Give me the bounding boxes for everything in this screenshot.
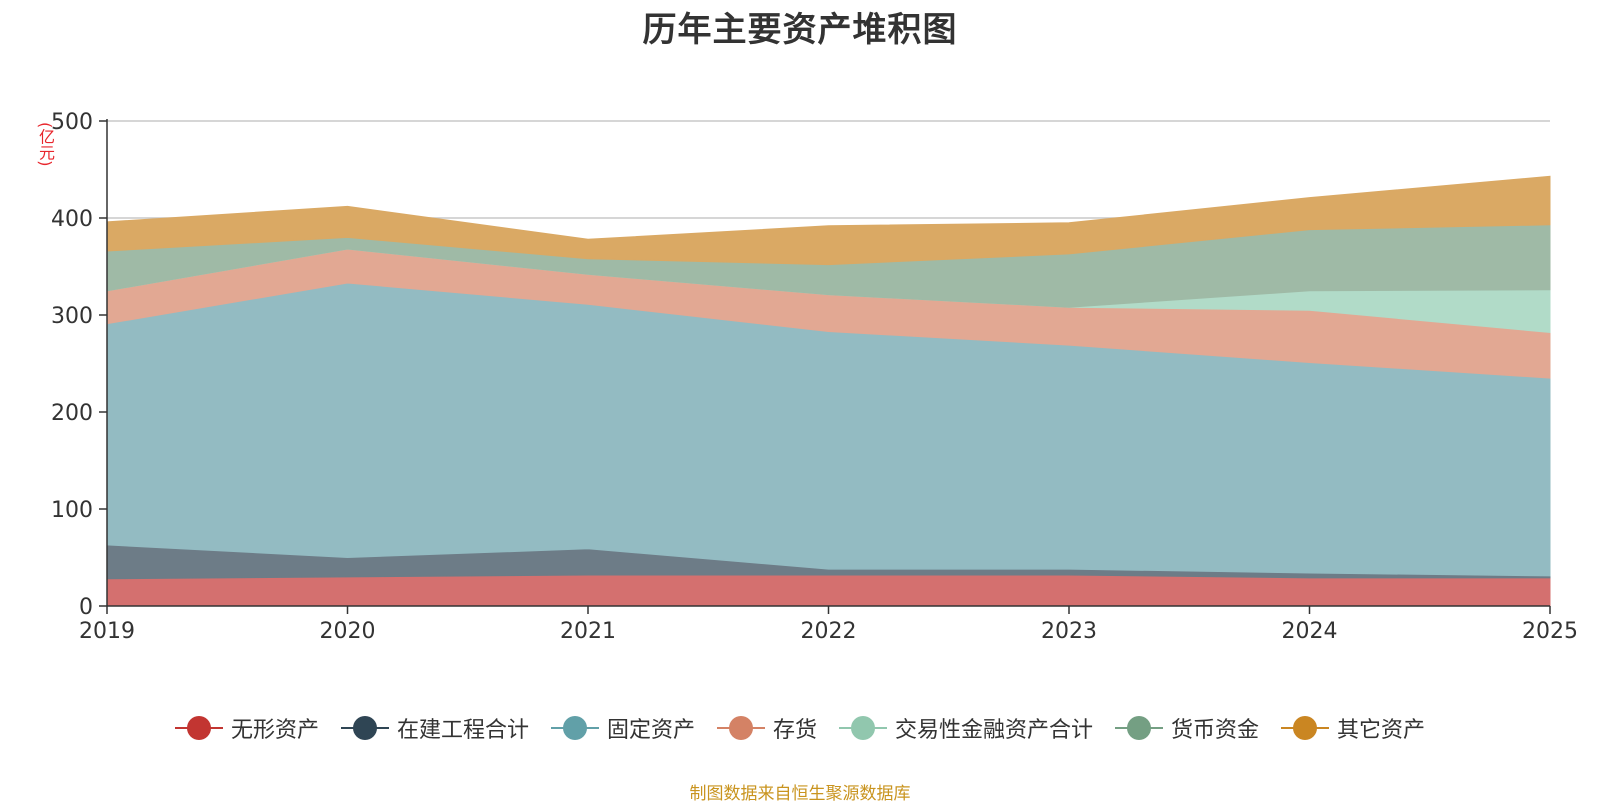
x-tick-label: 2024 bbox=[1282, 619, 1338, 644]
y-axis-unit-label: (亿元) bbox=[36, 122, 55, 167]
x-tick-label: 2022 bbox=[801, 619, 857, 644]
x-tick-label: 2021 bbox=[560, 619, 616, 644]
legend-marker-icon bbox=[1115, 716, 1164, 740]
legend-marker-icon bbox=[174, 716, 223, 740]
legend-item[interactable]: 其它资产 bbox=[1281, 712, 1425, 744]
legend-label: 在建工程合计 bbox=[396, 718, 529, 743]
legend-label: 交易性金融资产合计 bbox=[895, 718, 1094, 743]
legend-marker-icon bbox=[1281, 716, 1330, 740]
legend-marker-icon bbox=[550, 716, 599, 740]
legend: 无形资产 在建工程合计 固定资产 存货 交易性金融资产合计 货币资金 其它资产 bbox=[0, 712, 1600, 744]
legend-item[interactable]: 货币资金 bbox=[1115, 712, 1259, 744]
legend-label: 其它资产 bbox=[1337, 718, 1426, 743]
area-无形资产[interactable] bbox=[106, 574, 1551, 607]
x-tick-label: 2023 bbox=[1041, 619, 1097, 644]
y-tick-label: 0 bbox=[79, 595, 93, 620]
y-tick-label: 300 bbox=[51, 304, 93, 329]
legend-marker-icon bbox=[839, 716, 887, 740]
y-tick-label: 500 bbox=[51, 110, 93, 135]
source-note: 制图数据来自恒生聚源数据库 bbox=[689, 784, 911, 804]
legend-marker-icon bbox=[716, 716, 765, 740]
legend-marker-icon bbox=[340, 716, 389, 740]
legend-item[interactable]: 交易性金融资产合计 bbox=[839, 712, 1093, 744]
legend-label: 固定资产 bbox=[606, 718, 695, 743]
area-其它资产[interactable] bbox=[106, 175, 1551, 266]
x-tick-label: 2025 bbox=[1522, 619, 1578, 644]
x-tick-label: 2020 bbox=[320, 619, 376, 644]
y-tick-label: 100 bbox=[51, 498, 93, 523]
x-tick-label: 2019 bbox=[79, 619, 135, 644]
y-tick-label: 200 bbox=[51, 401, 93, 426]
legend-item[interactable]: 固定资产 bbox=[550, 712, 695, 744]
chart-title: 历年主要资产堆积图 bbox=[642, 10, 958, 50]
legend-label: 货币资金 bbox=[1171, 718, 1260, 743]
y-tick-label: 400 bbox=[51, 207, 93, 232]
legend-label: 无形资产 bbox=[230, 718, 319, 743]
legend-item[interactable]: 在建工程合计 bbox=[340, 712, 529, 744]
legend-item[interactable]: 存货 bbox=[716, 712, 817, 744]
legend-label: 存货 bbox=[772, 718, 817, 743]
legend-item[interactable]: 无形资产 bbox=[174, 712, 319, 744]
